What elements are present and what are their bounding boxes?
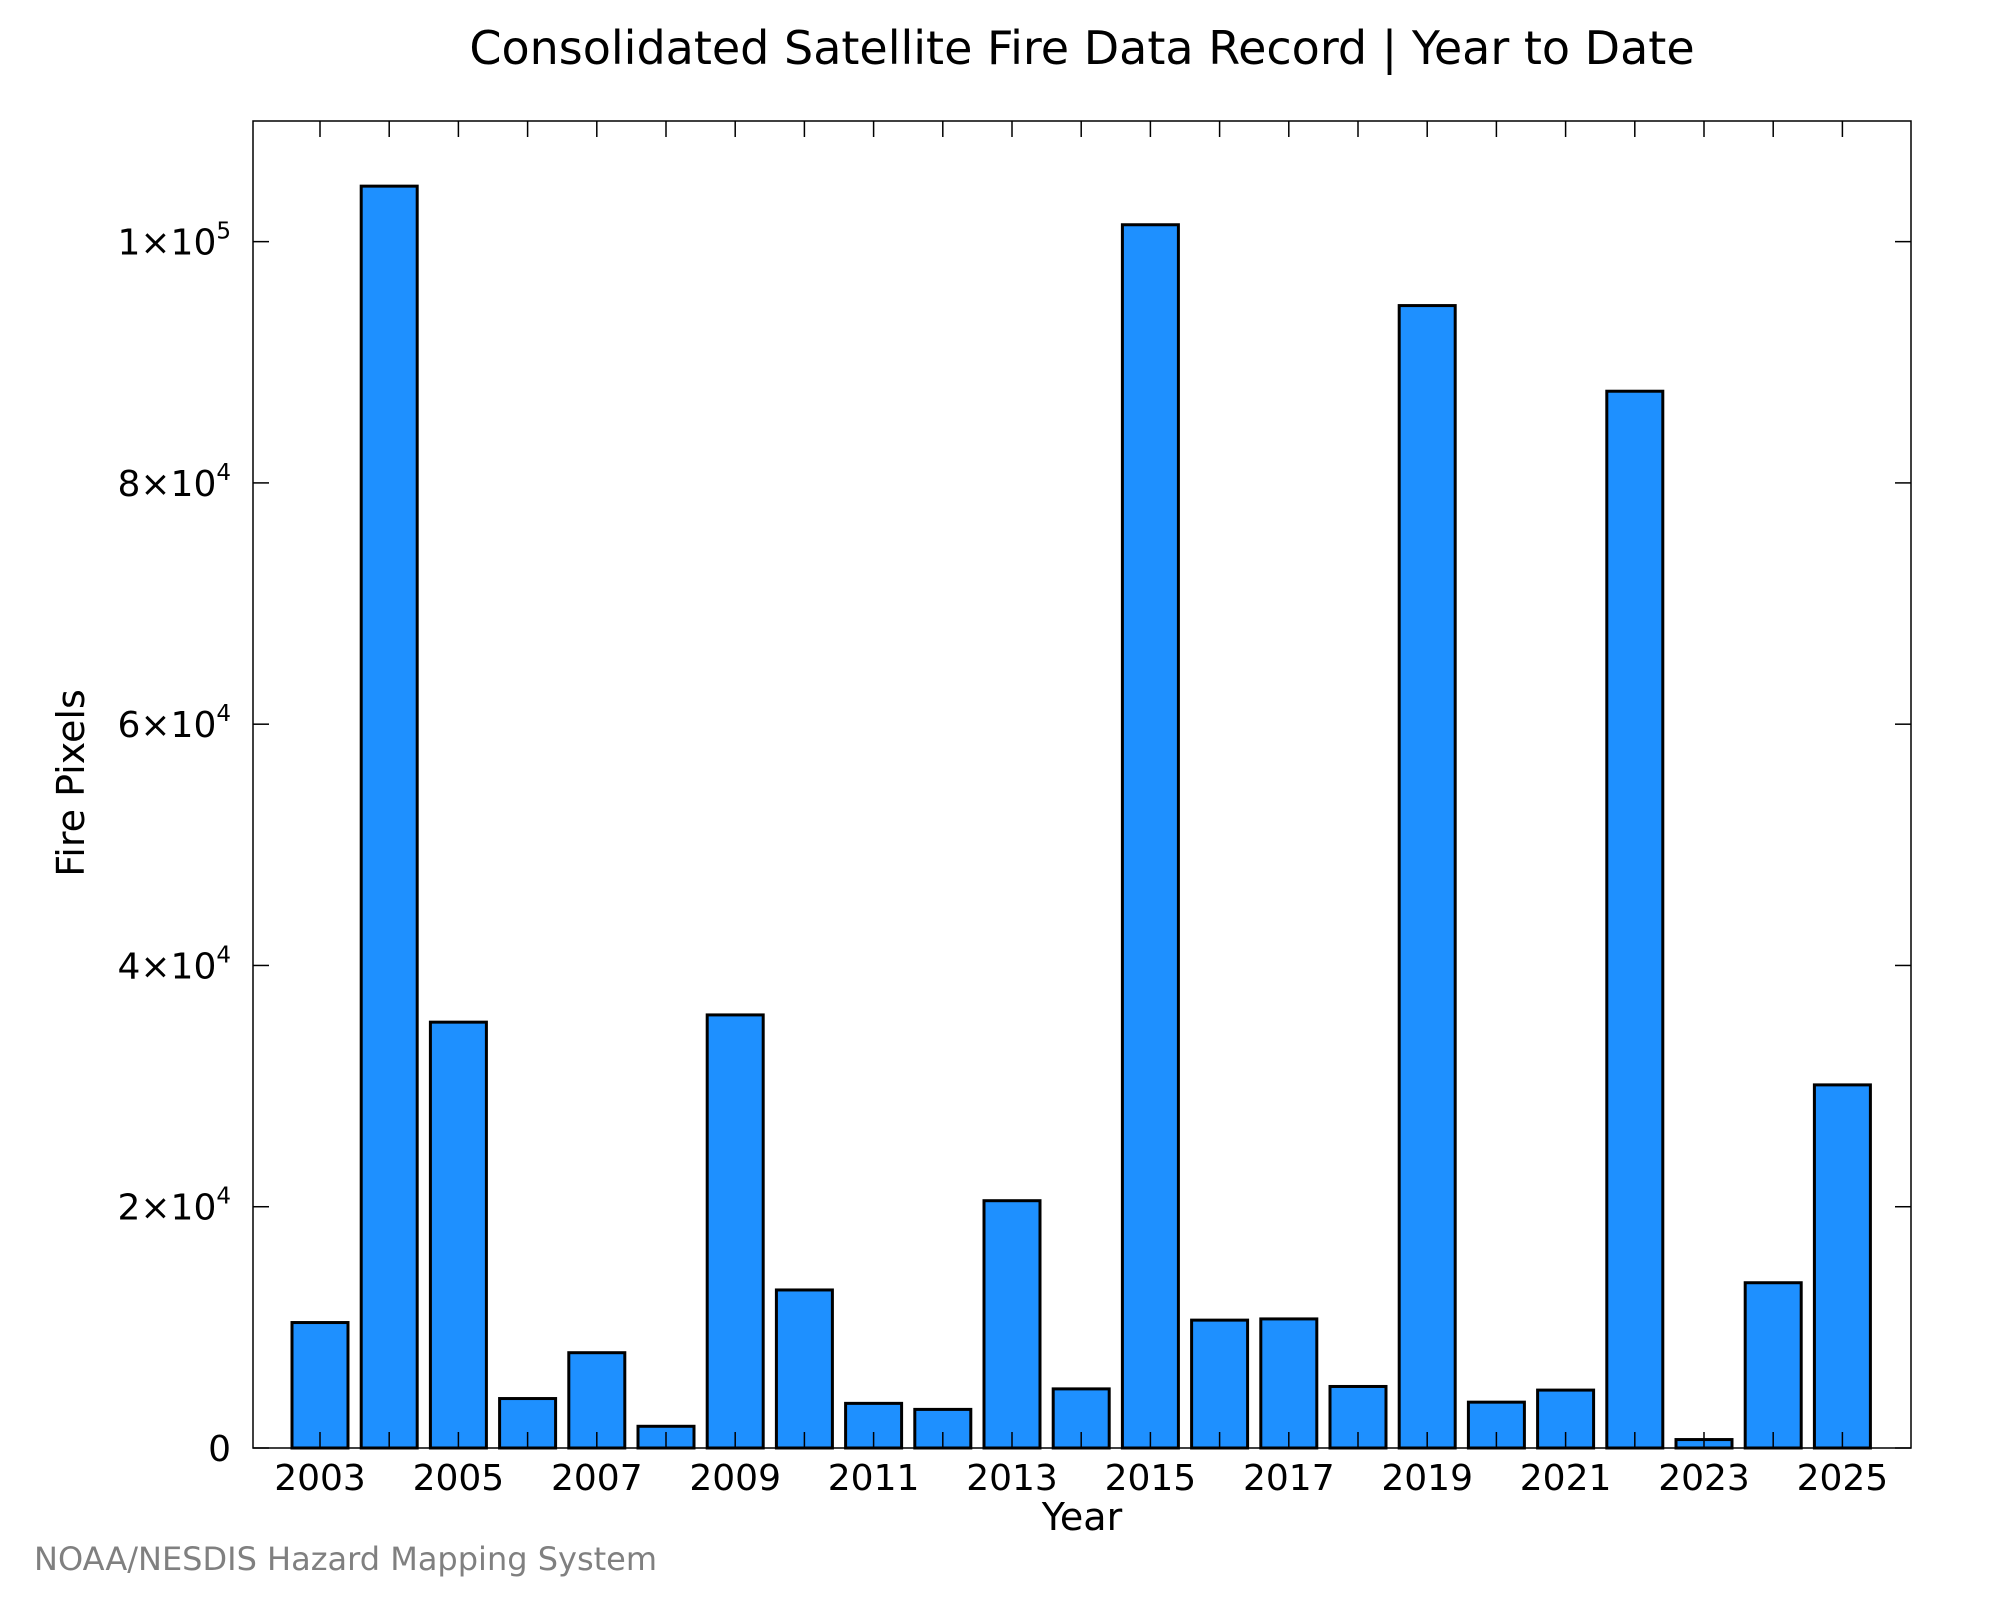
bar-2025 bbox=[1812, 1083, 1872, 1450]
x-tick-label: 2021 bbox=[1520, 1458, 1612, 1499]
x-tick-label: 2013 bbox=[966, 1458, 1058, 1499]
bar-2022 bbox=[1605, 389, 1665, 1450]
plot-frame bbox=[252, 120, 1912, 1449]
y-tick-label: 8×104 bbox=[117, 460, 231, 505]
bar-2021 bbox=[1536, 1388, 1596, 1450]
bar-2024 bbox=[1743, 1281, 1803, 1450]
bar-2009 bbox=[705, 1013, 765, 1450]
bar-series bbox=[290, 184, 1872, 1450]
chart-title: Consolidated Satellite Fire Data Record … bbox=[469, 21, 1694, 76]
bar-2003 bbox=[290, 1321, 350, 1450]
x-tick-label: 2003 bbox=[274, 1458, 366, 1499]
y-tick-label: 4×104 bbox=[117, 942, 231, 987]
y-tick-label: 6×104 bbox=[117, 701, 231, 746]
bar-2005 bbox=[428, 1020, 488, 1450]
x-tick-label: 2005 bbox=[413, 1458, 505, 1499]
x-axis-label: Year bbox=[1041, 1495, 1123, 1539]
bar-2019 bbox=[1397, 304, 1457, 1450]
x-tick-label: 2025 bbox=[1797, 1458, 1889, 1499]
x-axis-ticks: 2003 2005 2007 2009 2011 2013 2015 2017 2019 2021… bbox=[274, 121, 1888, 1499]
x-tick-label: 2007 bbox=[551, 1458, 643, 1499]
bar-2013 bbox=[982, 1199, 1042, 1450]
bar-2010 bbox=[774, 1288, 834, 1450]
y-tick-label: 1×105 bbox=[117, 219, 231, 264]
y-axis-label: Fire Pixels bbox=[49, 689, 93, 877]
bar-2016 bbox=[1190, 1318, 1250, 1450]
bar-2015 bbox=[1120, 223, 1180, 1450]
x-tick-label: 2011 bbox=[828, 1458, 920, 1499]
x-tick-label: 2023 bbox=[1658, 1458, 1750, 1499]
bar-2004 bbox=[359, 184, 419, 1450]
x-tick-label: 2015 bbox=[1105, 1458, 1197, 1499]
x-tick-label: 2017 bbox=[1243, 1458, 1335, 1499]
y-tick-label: 0 bbox=[208, 1429, 231, 1470]
x-tick-label: 2019 bbox=[1381, 1458, 1473, 1499]
y-tick-label: 2×104 bbox=[117, 1184, 231, 1229]
x-tick-label: 2009 bbox=[689, 1458, 781, 1499]
source-credit: NOAA/NESDIS Hazard Mapping System bbox=[34, 1540, 657, 1578]
y-axis-ticks: 0 2×104 4×104 6×104 8×104 1×105 bbox=[117, 219, 1911, 1470]
bar-2017 bbox=[1259, 1317, 1319, 1450]
